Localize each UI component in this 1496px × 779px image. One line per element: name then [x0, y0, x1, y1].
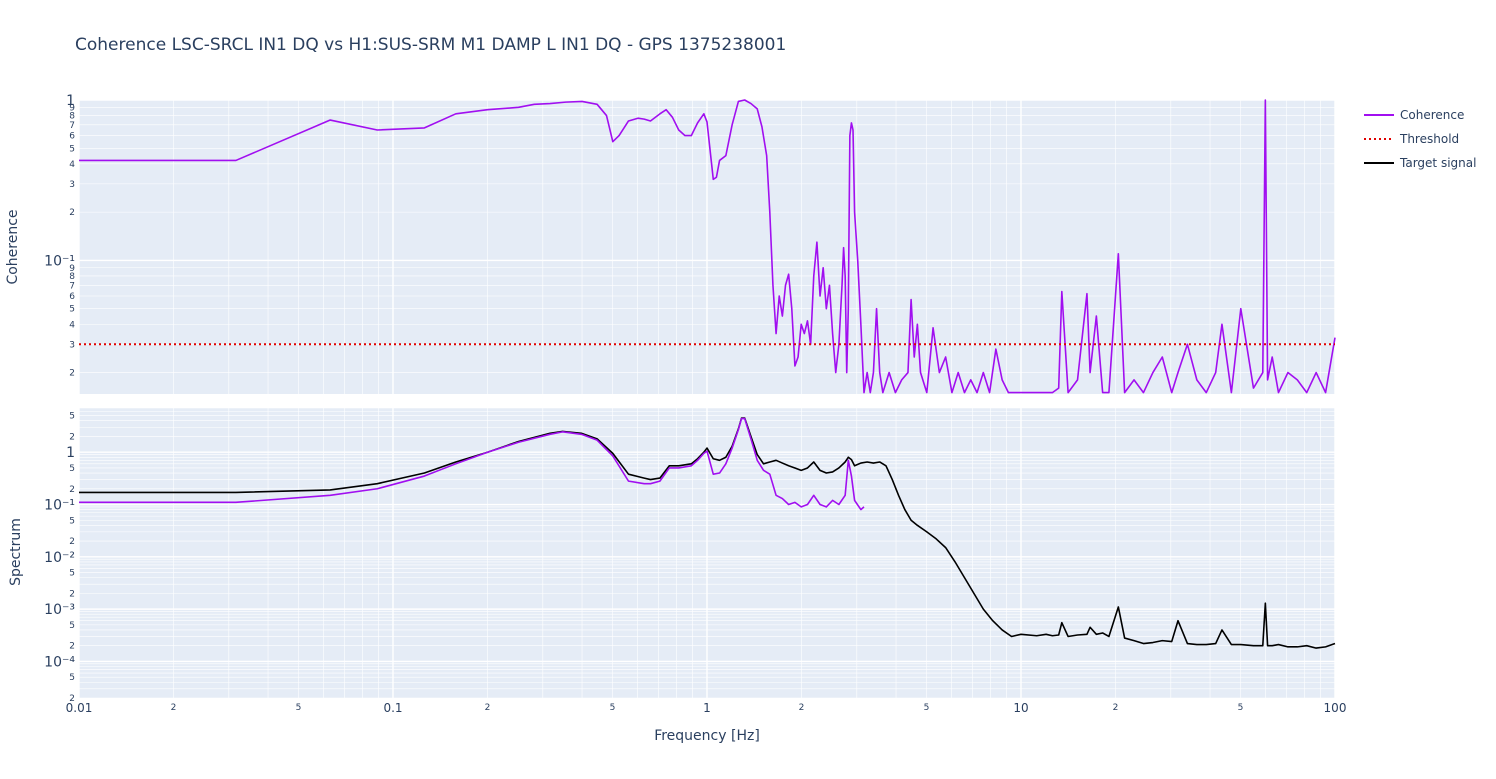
coherence-y-tick-label: 2	[69, 369, 75, 379]
spectrum-y-tick-label: 5	[69, 412, 75, 422]
spectrum-panel: 2 5 10⁻⁴ 2 5 10⁻³ 2 5 10⁻² 2 5 10⁻¹ 2 5 1 2 5 Spectrum	[8, 407, 1336, 704]
spectrum-series	[79, 417, 1336, 649]
spectrum-y-tick-label: 10⁻³	[44, 602, 75, 618]
coherence-y-tick-label: 8	[69, 112, 75, 122]
coherence-y-tick-label: 6	[69, 292, 75, 302]
x-tick-label: 5	[610, 703, 616, 713]
x-tick-label: 10	[1013, 701, 1028, 715]
x-tick-label: 5	[924, 703, 930, 713]
spectrum-y-tick-label: 2	[69, 432, 75, 442]
x-tick-label: 100	[1324, 701, 1347, 715]
x-tick-label: 0.01	[66, 701, 93, 715]
coherence-y-tick-label: 9	[69, 264, 75, 274]
coherence-y-tick-label: 8	[69, 272, 75, 282]
spectrum-y-axis-title: Spectrum	[8, 518, 24, 586]
x-tick-label: 5	[296, 703, 302, 713]
coherence-y-tick-label: 3	[69, 340, 75, 350]
spectrum-y-tick-label: 1	[66, 445, 75, 461]
spectrum-y-tick-label: 2	[69, 694, 75, 704]
coherence-y-tick-label: 1	[66, 93, 75, 109]
spectrum-y-tick-label: 2	[69, 485, 75, 495]
spectrum-series-target-signal	[79, 417, 1336, 649]
x-tick-label: 5	[1238, 703, 1244, 713]
spectrum-y-tick-label: 10⁻²	[44, 550, 75, 566]
spectrum-y-tick-label: 2	[69, 537, 75, 547]
coherence-y-tick-label: 4	[69, 160, 75, 170]
coherence-y-tick-label: 6	[69, 132, 75, 142]
x-axis-title: Frequency [Hz]	[654, 728, 760, 744]
coherence-y-tick-label: 9	[69, 103, 75, 113]
coherence-series	[79, 99, 1336, 394]
spectrum-y-tick-label: 2	[69, 589, 75, 599]
coherence-y-tick-label: 5	[69, 305, 75, 315]
spectrum-series-coherence	[79, 417, 865, 511]
spectrum-y-tick-label: 5	[69, 464, 75, 474]
coherence-y-tick-label: 7	[69, 121, 75, 131]
x-tick-label: 1	[703, 701, 711, 715]
x-tick-label: 2	[1113, 703, 1119, 713]
coherence-y-tick-label: 3	[69, 180, 75, 190]
x-tick-label: 2	[485, 703, 491, 713]
spectrum-y-tick-label: 2	[69, 642, 75, 652]
x-axis-ticks: 0.01 2 5 0.1 2 5 1 2 5 10 2 5 100	[66, 701, 1347, 715]
chart-title: Coherence LSC-SRCL IN1 DQ vs H1:SUS-SRM …	[75, 35, 786, 55]
coherence-y-axis-title: Coherence	[5, 209, 21, 284]
spectrum-y-tick-label: 5	[69, 569, 75, 579]
spectrum-y-tick-label: 10⁻¹	[44, 498, 75, 514]
spectrum-y-tick-label: 10⁻⁴	[44, 654, 75, 670]
spectrum-y-ticks: 2 5 10⁻⁴ 2 5 10⁻³ 2 5 10⁻² 2 5 10⁻¹ 2 5 1 2 5	[44, 412, 75, 704]
legend: Coherence Threshold Target signal	[1364, 108, 1476, 170]
legend-label-coherence[interactable]: Coherence	[1400, 108, 1464, 122]
legend-label-threshold[interactable]: Threshold	[1399, 132, 1459, 146]
spectrum-y-tick-label: 5	[69, 673, 75, 683]
coherence-y-tick-label: 7	[69, 281, 75, 291]
x-tick-label: 2	[171, 703, 177, 713]
legend-label-target-signal[interactable]: Target signal	[1399, 156, 1476, 170]
spectrum-y-tick-label: 5	[69, 621, 75, 631]
coherence-y-tick-label: 4	[69, 320, 75, 330]
spectrum-y-tick-label: 5	[69, 516, 75, 526]
coherence-y-tick-label: 10⁻¹	[44, 253, 75, 269]
coherence-y-tick-label: 2	[69, 208, 75, 218]
coherence-series-coherence	[79, 99, 1336, 394]
coherence-y-tick-label: 5	[69, 144, 75, 154]
x-tick-label: 2	[799, 703, 805, 713]
x-tick-label: 0.1	[383, 701, 402, 715]
spectrum-grid	[78, 407, 1336, 699]
